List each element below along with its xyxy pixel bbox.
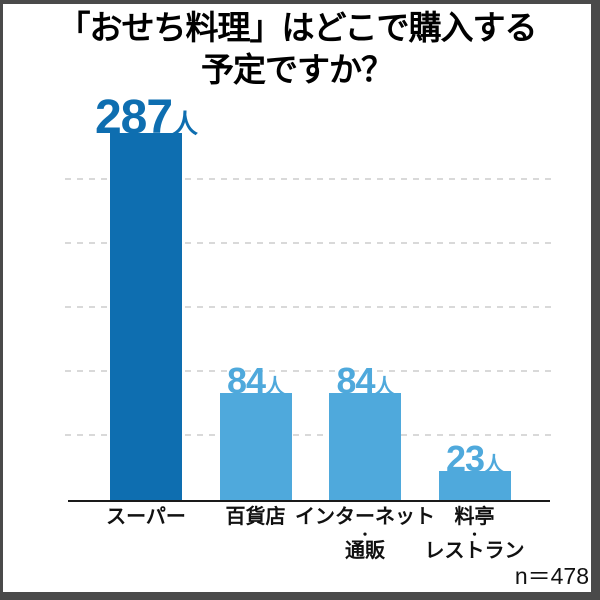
bar-internet-mail-order <box>329 392 401 500</box>
category-label-ryotei-restaurant: 料亭・レストラン <box>390 506 560 563</box>
category-label-line: 通販 <box>345 540 385 562</box>
value-label-internet-mail-order: 84人 <box>255 359 475 401</box>
category-label-supermarket: スーパー <box>61 506 231 529</box>
category-label-internet-mail-order: インターネット・通販 <box>280 506 450 563</box>
category-label-line: レストラン <box>424 540 525 562</box>
category-label-line: インターネット <box>295 506 435 528</box>
sample-size-note: n＝478 <box>514 563 589 589</box>
value-unit: 人 <box>265 375 285 398</box>
value-number: 287 <box>94 91 173 144</box>
bar-supermarket <box>110 133 182 500</box>
value-unit: 人 <box>172 109 198 139</box>
category-label-line: 百貨店 <box>225 506 286 528</box>
gridline <box>65 178 551 181</box>
category-label-line: ・ <box>467 527 481 542</box>
x-axis-line <box>68 500 550 502</box>
value-number: 84 <box>336 359 375 401</box>
category-label-line: 料亭 <box>454 506 495 528</box>
value-number: 23 <box>445 437 485 479</box>
bar-department-store <box>219 392 292 500</box>
category-label-line: スーパー <box>106 506 186 528</box>
value-number: 84 <box>226 359 266 401</box>
gridline <box>65 370 551 373</box>
gridline <box>65 242 551 245</box>
chart-title-line-2: 予定ですか？ <box>201 51 394 88</box>
gridline <box>65 306 551 309</box>
value-unit: 人 <box>484 453 504 476</box>
value-label-supermarket: 287人 <box>36 94 256 142</box>
value-label-ryotei-restaurant: 23人 <box>365 437 585 479</box>
bar-ryotei-restaurant <box>438 470 511 500</box>
category-label-department-store: 百貨店 <box>171 506 341 529</box>
plot-area: 287人 スーパー 84人 百貨店 84人 インターネット・通販 23人 料亭・レストラン <box>3 4 591 592</box>
category-label-line: ・ <box>358 527 372 542</box>
value-unit: 人 <box>374 375 395 398</box>
chart-title-line-1: 「おせち料理」はどこで購入する <box>57 9 537 46</box>
gridline <box>65 434 551 437</box>
value-label-department-store: 84人 <box>146 359 366 401</box>
chart-title: 「おせち料理」はどこで購入する 予定ですか？ <box>3 7 591 91</box>
